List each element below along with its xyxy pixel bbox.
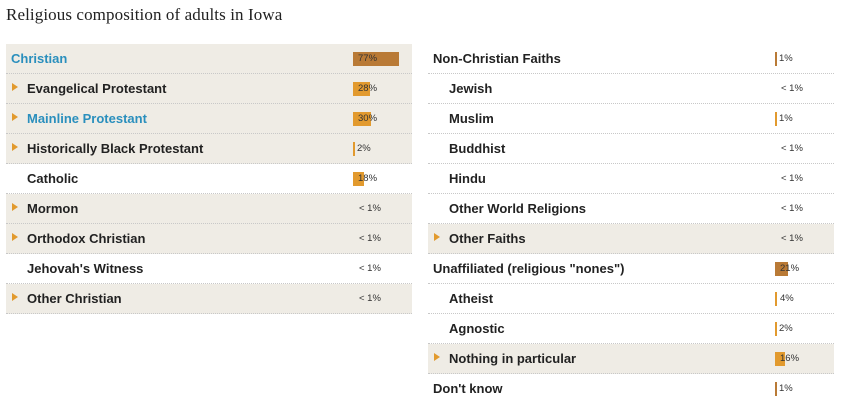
percentage-value: 28% [358,83,378,94]
percentage-value: 30% [358,113,378,124]
row-label: Evangelical Protestant [27,81,167,96]
percentage-value: < 1% [781,83,803,94]
percentage-value: 18% [358,173,378,184]
expand-arrow-icon[interactable] [12,233,18,241]
value-bar [775,322,777,336]
subcategory-row-other-world-religions: Other World Religions < 1% [428,194,834,224]
row-label: Jehovah's Witness [27,261,144,276]
percentage-value: < 1% [781,203,803,214]
subcategory-row-jewish: Jewish < 1% [428,74,834,104]
value-bar [775,352,785,366]
category-row-don-t-know: Don't know 1% [428,374,834,404]
subcategory-row-hindu: Hindu < 1% [428,164,834,194]
page-title: Religious composition of adults in Iowa [6,5,283,24]
expand-arrow-icon[interactable] [12,293,18,301]
percentage-value: < 1% [781,143,803,154]
subcategory-row-other-faiths[interactable]: Other Faiths < 1% [428,224,834,254]
subcategory-row-orthodox-christian[interactable]: Orthodox Christian < 1% [6,224,412,254]
subcategory-row-mormon[interactable]: Mormon < 1% [6,194,412,224]
row-label: Hindu [449,171,486,186]
percentage-value: < 1% [359,263,381,274]
percentage-value: 16% [780,353,800,364]
percentage-value: 2% [779,323,793,334]
row-label: Atheist [449,291,494,306]
row-label: Buddhist [449,141,506,156]
value-bar [775,262,788,276]
value-bar [775,112,777,126]
subcategory-row-jehovah-s-witness: Jehovah's Witness < 1% [6,254,412,284]
row-label: Jewish [449,81,493,96]
percentage-value: < 1% [781,233,803,244]
row-label: Non-Christian Faiths [433,51,561,66]
percentage-value: 2% [357,143,371,154]
subcategory-row-evangelical-protestant[interactable]: Evangelical Protestant 28% [6,74,412,104]
percentage-value: < 1% [359,203,381,214]
row-label: Other World Religions [449,201,586,216]
percentage-value: 21% [780,263,800,274]
subcategory-row-mainline-protestant[interactable]: Mainline Protestant 30% [6,104,412,134]
row-label: Nothing in particular [449,351,577,366]
subcategory-row-atheist: Atheist 4% [428,284,834,314]
expand-arrow-icon[interactable] [12,113,18,121]
christian-column: Christian 77% Evangelical Protestant 28% Mai… [6,44,412,314]
row-label: Catholic [27,171,79,186]
expand-arrow-icon[interactable] [12,83,18,91]
value-bar [775,292,778,306]
row-label: Mormon [27,201,79,216]
row-label: Don't know [433,381,503,396]
value-bar [353,52,400,66]
value-bar [775,382,777,396]
subcategory-row-muslim: Muslim 1% [428,104,834,134]
row-label: Muslim [449,111,494,126]
percentage-value: 1% [779,383,793,394]
value-bar [775,52,777,66]
expand-arrow-icon[interactable] [12,203,18,211]
expand-arrow-icon[interactable] [434,233,440,241]
percentage-value: 1% [779,113,793,124]
category-row-non-christian-faiths: Non-Christian Faiths 1% [428,44,834,74]
subcategory-row-catholic: Catholic 18% [6,164,412,194]
subcategory-row-agnostic: Agnostic 2% [428,314,834,344]
expand-arrow-icon[interactable] [12,143,18,151]
row-label: Historically Black Protestant [27,141,204,156]
subcategory-row-nothing-in-particular[interactable]: Nothing in particular 16% [428,344,834,374]
expand-arrow-icon[interactable] [434,353,440,361]
category-row-unaffiliated-religious-nones: Unaffiliated (religious "nones") 21% [428,254,834,284]
percentage-value: 77% [358,53,378,64]
percentage-value: < 1% [359,233,381,244]
subcategory-row-historically-black-protestant[interactable]: Historically Black Protestant 2% [6,134,412,164]
row-label: Christian [11,51,68,66]
category-row-christian: Christian 77% [6,44,412,74]
percentage-value: 4% [780,293,794,304]
subcategory-row-buddhist: Buddhist < 1% [428,134,834,164]
percentage-value: 1% [779,53,793,64]
percentage-value: < 1% [781,173,803,184]
non-christian-column: Non-Christian Faiths 1% Jewish < 1% Muslim 1%… [428,44,834,404]
row-label: Unaffiliated (religious "nones") [433,261,625,276]
value-bar [353,82,370,96]
row-label: Agnostic [449,321,505,336]
row-label: Orthodox Christian [27,231,146,246]
value-bar [353,142,355,156]
row-label: Other Christian [27,291,122,306]
value-bar [353,112,371,126]
percentage-value: < 1% [359,293,381,304]
subcategory-row-other-christian[interactable]: Other Christian < 1% [6,284,412,314]
row-label: Other Faiths [449,231,526,246]
row-label: Mainline Protestant [27,111,147,126]
value-bar [353,172,364,186]
